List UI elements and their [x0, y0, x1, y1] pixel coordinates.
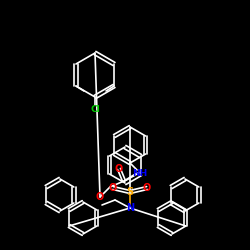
Text: O: O	[96, 192, 104, 202]
Text: NH: NH	[132, 168, 148, 177]
Text: S: S	[126, 187, 134, 197]
Text: O: O	[143, 183, 151, 193]
Text: Cl: Cl	[90, 104, 100, 114]
Text: O: O	[109, 183, 117, 193]
Text: N: N	[126, 203, 134, 213]
Text: O: O	[115, 164, 123, 174]
